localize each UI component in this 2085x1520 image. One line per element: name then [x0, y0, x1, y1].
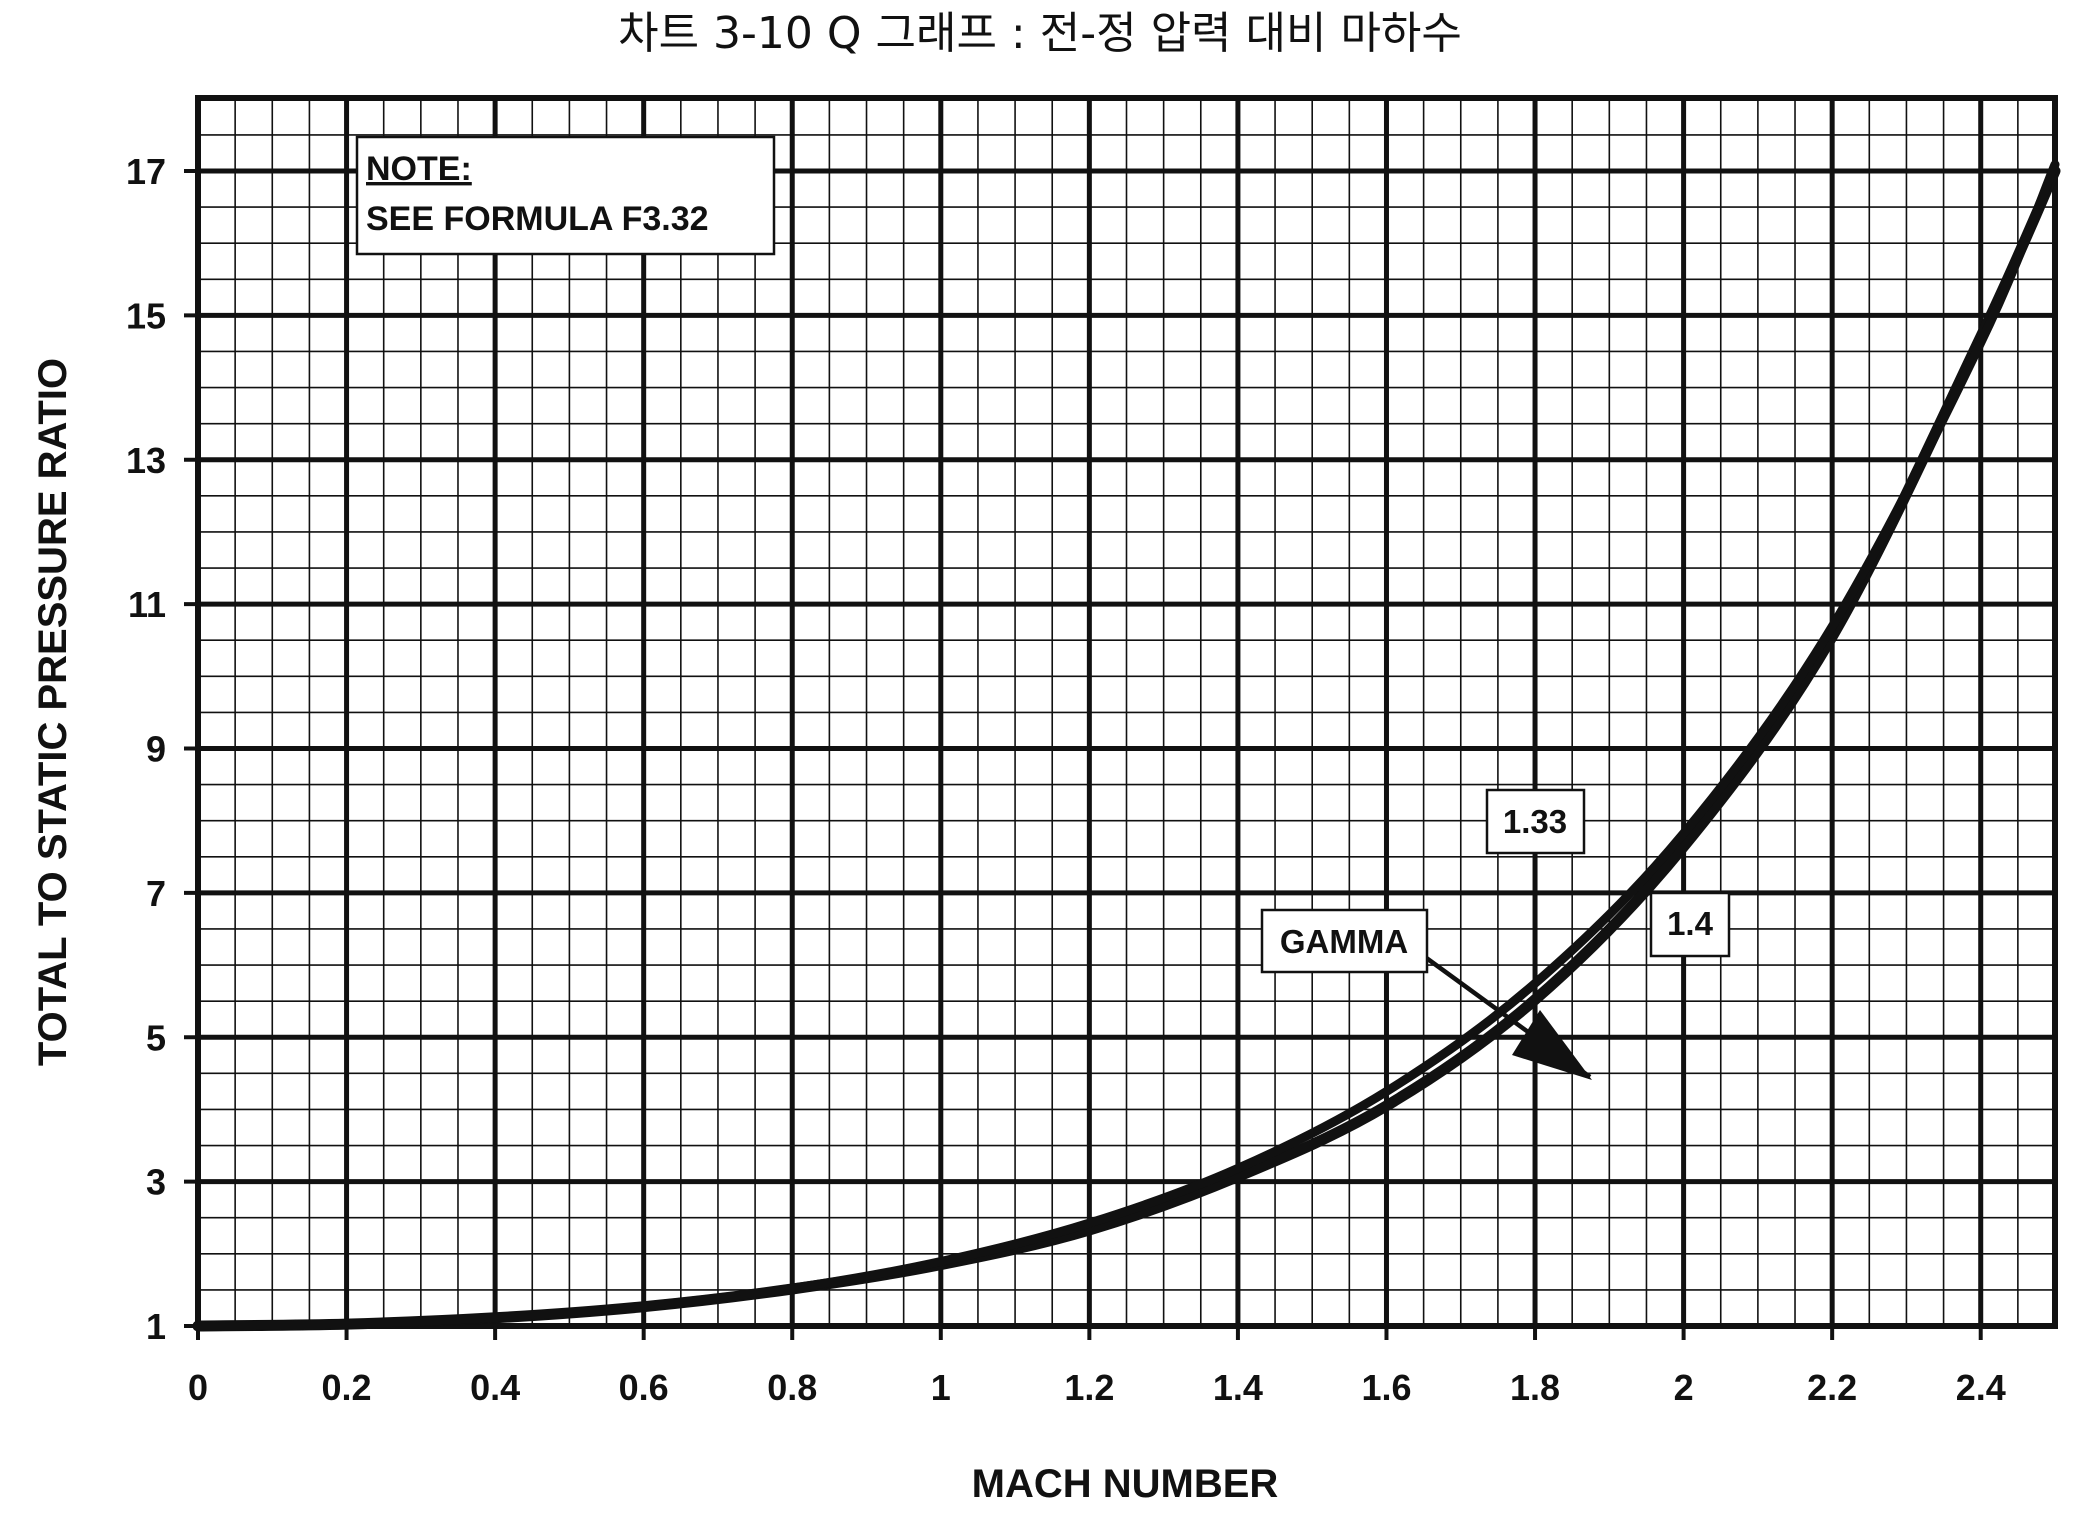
series-line-gamma-1-4: [193, 160, 2060, 1331]
note-body: SEE FORMULA F3.32: [366, 200, 709, 238]
note-box: NOTE: SEE FORMULA F3.32: [355, 135, 776, 256]
x-tick-label: 0.2: [322, 1367, 372, 1408]
y-tick-label: 9: [146, 729, 166, 770]
gamma-callout: GAMMA 1.33 1.4: [1260, 788, 1731, 1080]
data-series: [192, 160, 2061, 1332]
axis-ticks: 0 0.2 0.4 0.6 0.8 1 1.2 1.4 1.6 1.8 2 2.2 2.41357911…: [126, 151, 2006, 1408]
gamma-133-label: 1.33: [1503, 803, 1567, 840]
gamma-133-label-box: [1485, 788, 1586, 855]
y-tick-label: 13: [126, 440, 166, 481]
x-tick-label: 2: [1674, 1367, 1694, 1408]
x-tick-label: 0.4: [470, 1367, 520, 1408]
y-tick-label: 5: [146, 1017, 166, 1058]
y-axis-label: TOTAL TO STATIC PRESSURE RATIO: [31, 358, 75, 1066]
y-tick-label: 1: [146, 1306, 166, 1347]
x-tick-label: 1.2: [1064, 1367, 1114, 1408]
x-tick-label: 1: [931, 1367, 951, 1408]
x-tick-label: 0.8: [767, 1367, 817, 1408]
plot-frame: [195, 95, 2058, 1329]
x-tick-label: 2.2: [1807, 1367, 1857, 1408]
x-tick-label: 1.4: [1213, 1367, 1263, 1408]
x-tick-label: 1.6: [1361, 1367, 1411, 1408]
gamma-label: GAMMA: [1280, 923, 1408, 960]
x-tick-label: 1.8: [1510, 1367, 1560, 1408]
grid: [198, 98, 2055, 1326]
gamma-14-label: 1.4: [1667, 905, 1714, 942]
y-tick-label: 7: [146, 873, 166, 914]
note-heading: NOTE:: [366, 150, 472, 188]
note-box-frame: [355, 135, 776, 256]
x-tick-label: 2.4: [1956, 1367, 2006, 1408]
gamma-14-label-box: [1649, 891, 1731, 958]
x-axis-label: MACH NUMBER: [972, 1462, 1279, 1506]
y-tick-label: 17: [126, 151, 166, 192]
y-tick-label: 11: [128, 584, 166, 625]
x-tick-label: 0: [188, 1367, 208, 1408]
y-tick-label: 15: [126, 295, 166, 336]
gamma-arrow-head: [1512, 1010, 1592, 1080]
gamma-label-box: [1260, 908, 1429, 974]
chart-title: 차트 3-10 Q 그래프 : 전-정 압력 대비 마하수: [618, 8, 1462, 59]
x-tick-label: 0.6: [619, 1367, 669, 1408]
y-tick-label: 3: [146, 1162, 166, 1203]
